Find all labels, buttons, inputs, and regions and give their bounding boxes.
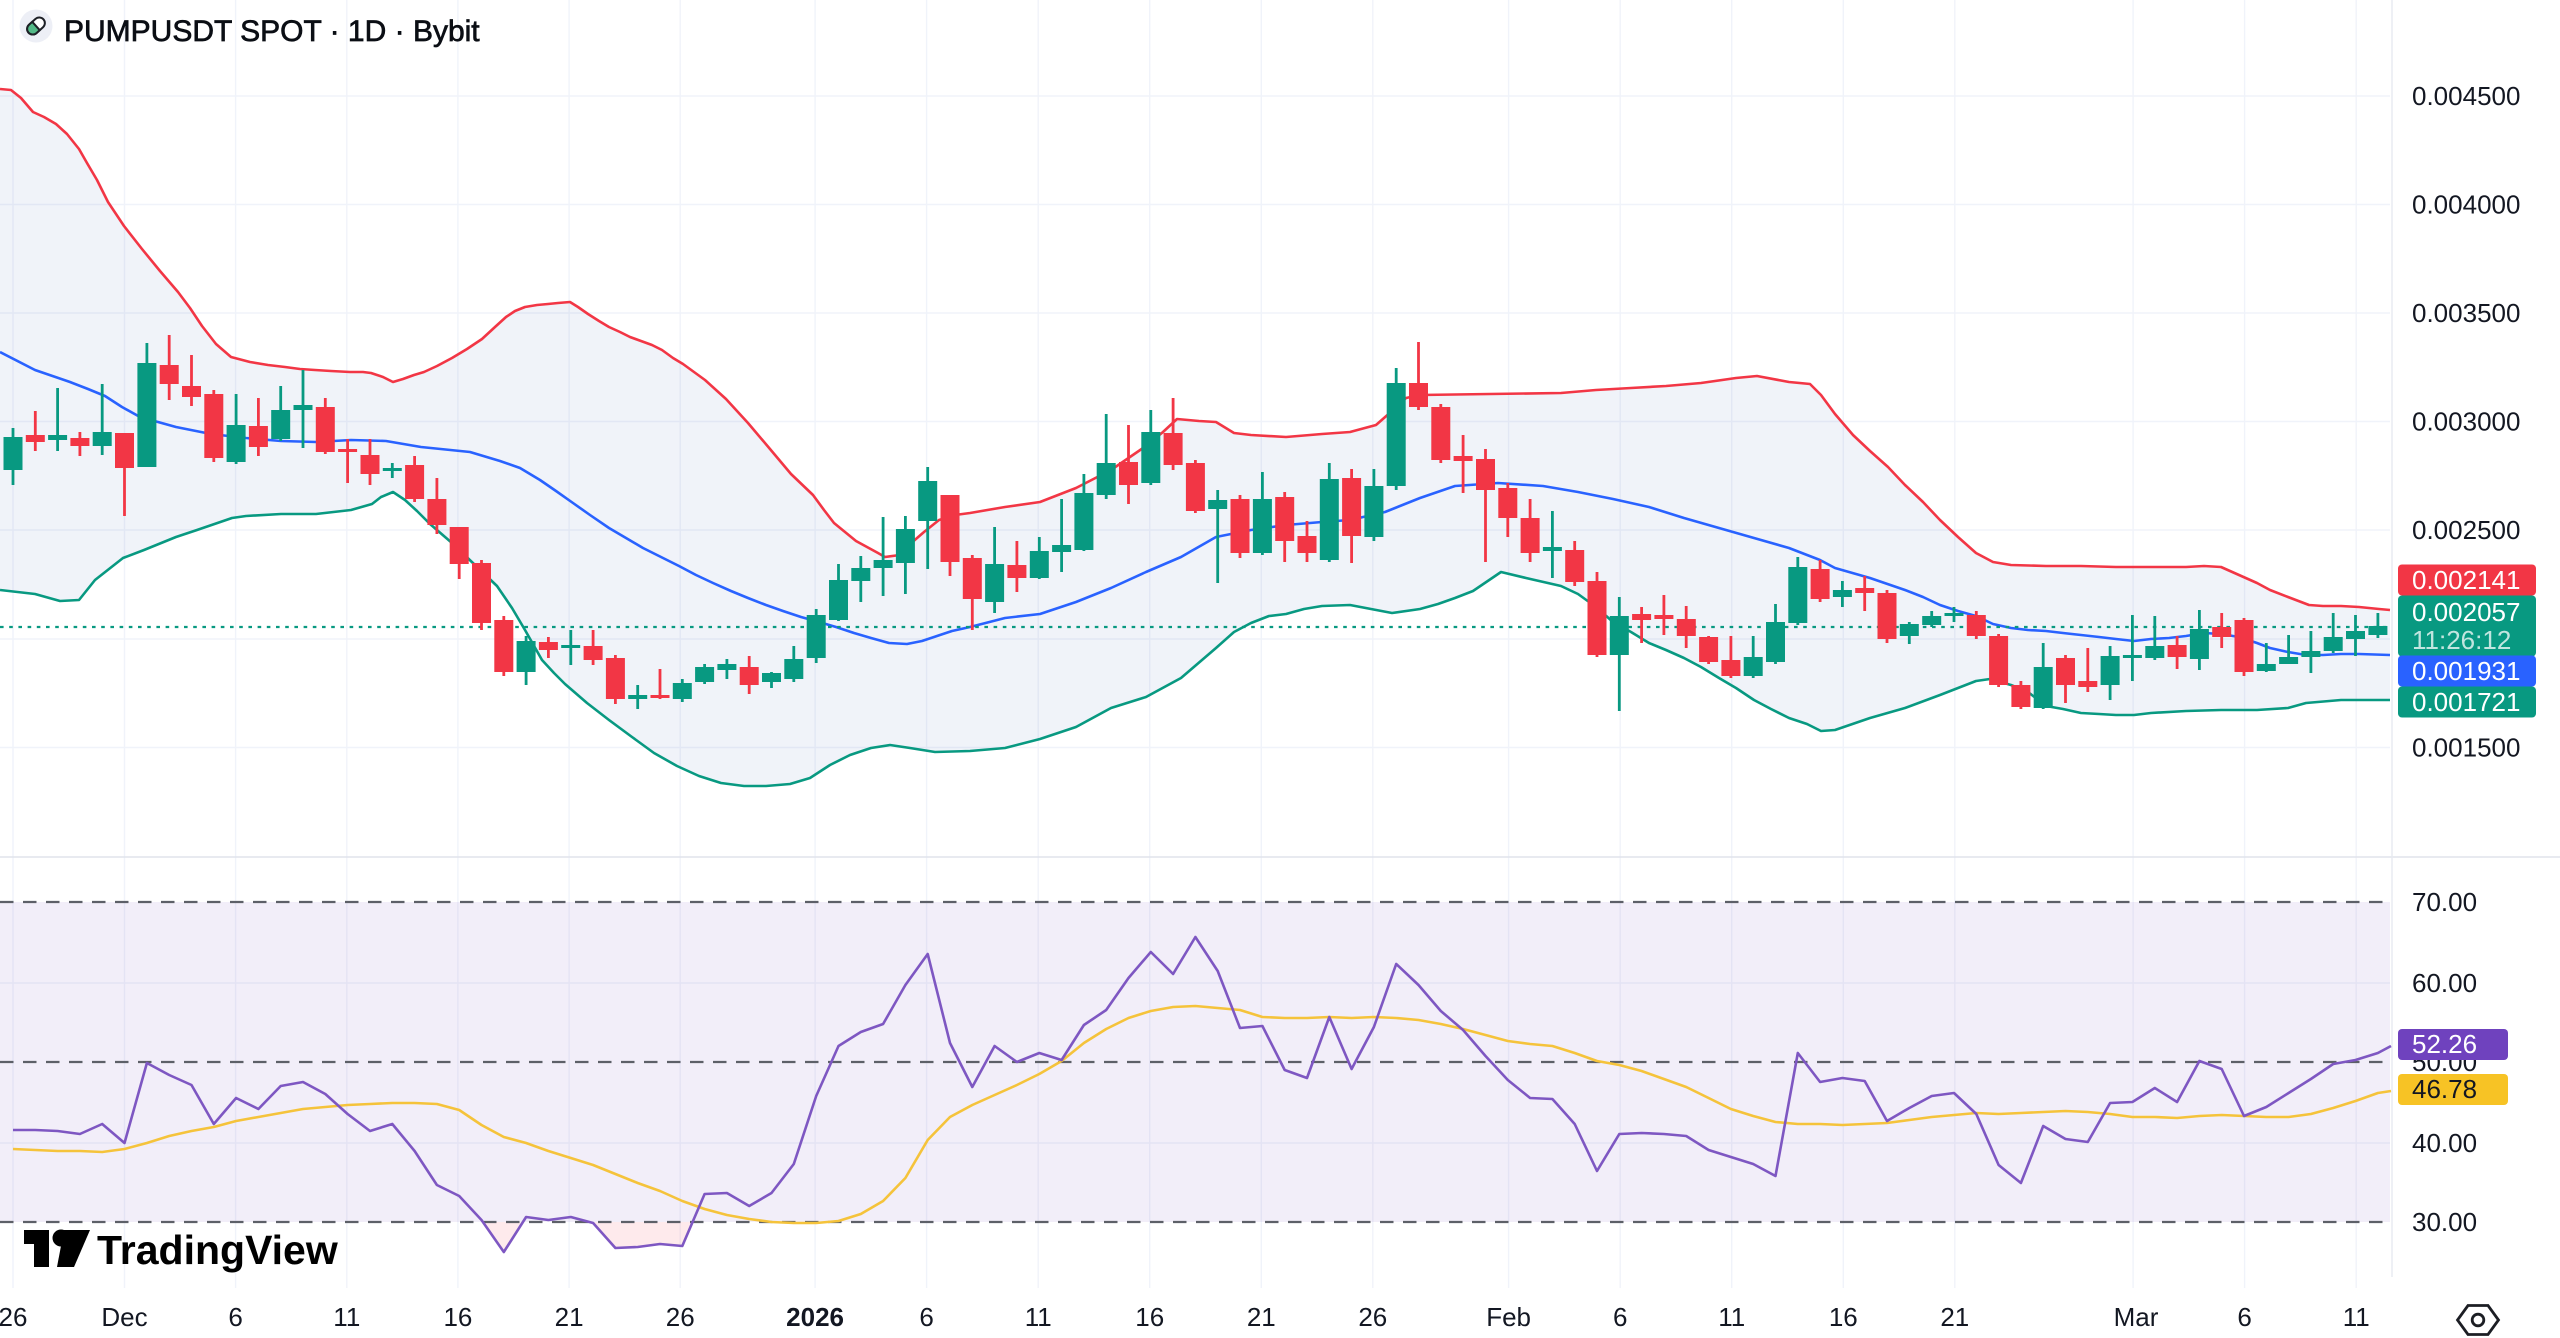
svg-text:Mar: Mar [2114,1302,2159,1332]
svg-text:11: 11 [2343,1302,2370,1332]
svg-text:26: 26 [1358,1302,1387,1332]
svg-text:16: 16 [443,1302,472,1332]
svg-text:0.001500: 0.001500 [2412,733,2520,763]
svg-text:0.002141: 0.002141 [2412,565,2520,595]
svg-text:6: 6 [228,1302,242,1332]
svg-text:6: 6 [1613,1302,1627,1332]
svg-text:0.003000: 0.003000 [2412,407,2520,437]
svg-text:0.001931: 0.001931 [2412,656,2520,686]
svg-text:40.00: 40.00 [2412,1128,2477,1158]
svg-text:26: 26 [0,1302,27,1332]
svg-text:11:26:12: 11:26:12 [2412,625,2511,655]
svg-text:Dec: Dec [101,1302,147,1332]
svg-text:21: 21 [1247,1302,1276,1332]
svg-text:16: 16 [1829,1302,1858,1332]
svg-text:21: 21 [555,1302,584,1332]
svg-text:PUMPUSDT SPOT · 1D · Bybit: PUMPUSDT SPOT · 1D · Bybit [64,15,480,48]
svg-text:11: 11 [1718,1302,1745,1332]
svg-text:11: 11 [1025,1302,1052,1332]
svg-text:0.004500: 0.004500 [2412,81,2520,111]
svg-text:Feb: Feb [1486,1302,1531,1332]
svg-text:21: 21 [1940,1302,1969,1332]
svg-text:2026: 2026 [786,1302,844,1332]
svg-text:0.003500: 0.003500 [2412,298,2520,328]
svg-text:6: 6 [2237,1302,2251,1332]
svg-text:26: 26 [666,1302,695,1332]
svg-text:0.002500: 0.002500 [2412,515,2520,545]
svg-text:70.00: 70.00 [2412,887,2477,917]
svg-text:TradingView: TradingView [97,1227,338,1273]
svg-text:0.001721: 0.001721 [2412,687,2520,717]
svg-text:46.78: 46.78 [2412,1074,2477,1104]
svg-text:6: 6 [919,1302,933,1332]
svg-text:16: 16 [1135,1302,1164,1332]
svg-text:60.00: 60.00 [2412,968,2477,998]
svg-text:52.26: 52.26 [2412,1029,2477,1059]
svg-text:0.002057: 0.002057 [2412,597,2520,627]
svg-text:11: 11 [333,1302,360,1332]
svg-text:0.004000: 0.004000 [2412,190,2520,220]
svg-text:30.00: 30.00 [2412,1207,2477,1237]
